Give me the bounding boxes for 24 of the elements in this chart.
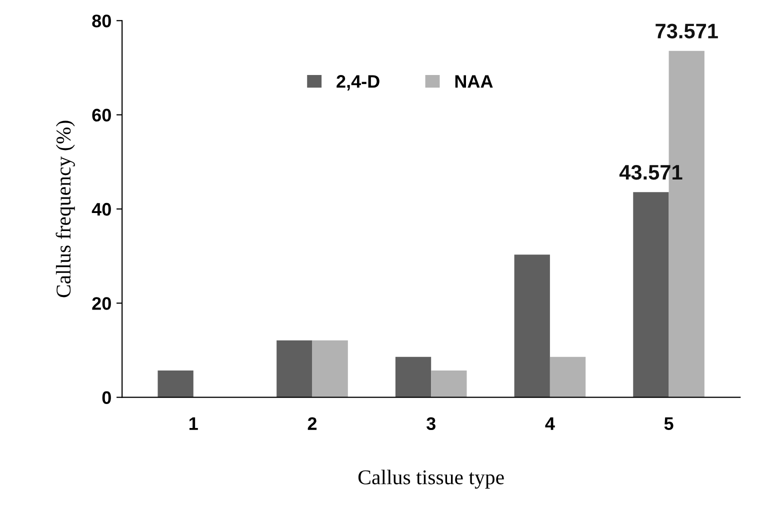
bar <box>514 254 550 398</box>
bar <box>276 340 312 398</box>
x-tick-label: 4 <box>545 417 555 430</box>
y-tick-label: 0 <box>102 391 111 404</box>
bar <box>158 370 194 398</box>
x-tick-label: 5 <box>664 417 674 430</box>
bar <box>633 192 669 398</box>
legend-label: NAA <box>455 75 493 88</box>
x-tick-label: 1 <box>190 417 198 430</box>
bar <box>431 370 467 398</box>
x-tick-label: 2 <box>308 417 317 430</box>
y-tick-label: 60 <box>92 108 111 122</box>
bar <box>312 340 348 398</box>
x-tick-label: 3 <box>426 417 436 430</box>
y-tick-label: 80 <box>92 14 111 28</box>
bar <box>550 356 586 398</box>
bar <box>395 356 432 398</box>
y-tick-label: 20 <box>92 297 111 310</box>
data-label: 43.571 <box>619 164 682 180</box>
legend-label: 2,4-D <box>336 75 380 90</box>
x-axis-title: Callus tissue type <box>358 470 504 489</box>
data-label: 73.571 <box>656 24 718 38</box>
y-tick-label: 40 <box>92 202 111 216</box>
y-axis-title: Callus frequency (%) <box>56 120 75 298</box>
